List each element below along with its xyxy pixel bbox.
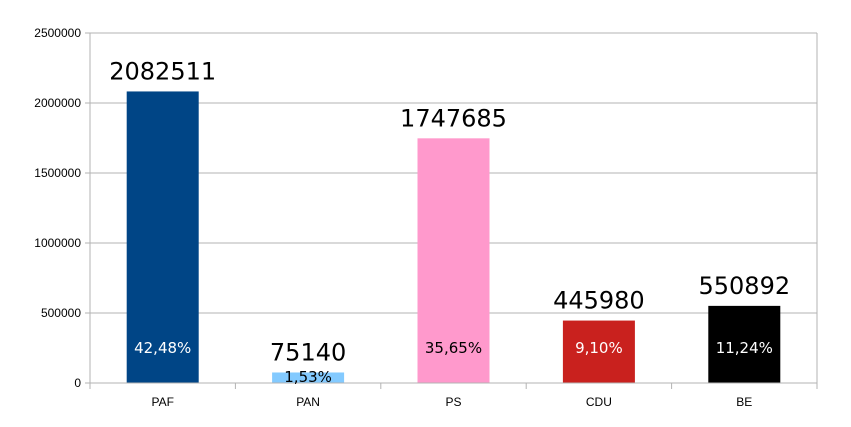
percent-label: 35,65% [425, 339, 482, 357]
bar-be [708, 305, 781, 383]
y-tick-label: 2500000 [34, 26, 81, 40]
percent-label: 11,24% [716, 339, 773, 357]
y-tick-label: 1500000 [34, 166, 81, 180]
percent-label: 1,53% [284, 368, 332, 386]
bar-cdu [562, 320, 635, 383]
bar-ps [417, 138, 490, 383]
x-tick-label: PAN [296, 395, 320, 409]
percent-label: 9,10% [575, 339, 623, 357]
y-tick-label: 2000000 [34, 96, 81, 110]
data-labels: 2082511 42,48% 75140 1,53% 1747685 35,65% 4459… [109, 57, 790, 386]
value-label: 445980 [553, 287, 645, 315]
value-label: 1747685 [400, 104, 507, 132]
x-tick-label: CDU [586, 395, 612, 409]
bar-paf [126, 91, 199, 384]
y-tick-label: 500000 [41, 306, 81, 320]
x-tick-label: PS [445, 395, 461, 409]
bar-pan [272, 372, 345, 383]
value-label: 2082511 [109, 57, 216, 85]
axes: 0 500000 1000000 1500000 2000000 2500000 PAF PA… [34, 26, 818, 409]
x-tick-label: BE [736, 395, 752, 409]
value-label: 550892 [698, 272, 790, 300]
x-tick-label: PAF [151, 395, 173, 409]
y-tick-label: 0 [74, 376, 81, 390]
value-label: 75140 [270, 338, 346, 366]
y-tick-label: 1000000 [34, 236, 81, 250]
bars [126, 91, 781, 384]
percent-label: 42,48% [134, 339, 191, 357]
